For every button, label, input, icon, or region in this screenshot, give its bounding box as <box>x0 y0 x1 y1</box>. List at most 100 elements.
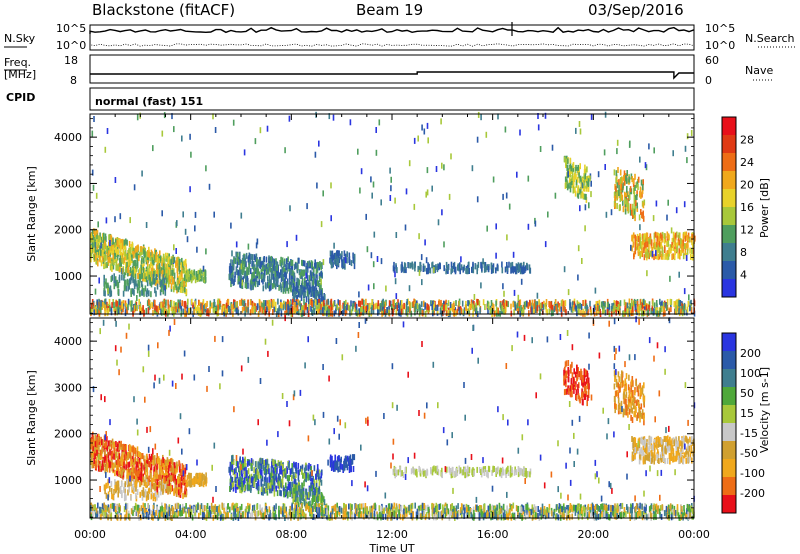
range-gate-cell <box>296 295 299 301</box>
range-gate-cell <box>583 193 586 200</box>
range-gate-cell <box>440 299 442 306</box>
range-gate-cell <box>201 302 203 309</box>
range-gate-cell <box>245 283 248 290</box>
range-gate-cell <box>637 243 639 250</box>
range-gate-cell <box>619 300 622 307</box>
range-gate-cell <box>631 245 633 252</box>
range-gate-cell <box>94 288 97 295</box>
range-gate-cell <box>312 281 315 288</box>
range-gate-cell <box>159 273 161 280</box>
range-gate-cell <box>280 261 283 268</box>
range-gate-cell <box>636 233 639 240</box>
range-gate-cell <box>105 457 108 464</box>
range-gate-cell <box>269 277 271 284</box>
range-gate-cell <box>120 481 123 488</box>
range-gate-cell <box>127 469 129 475</box>
range-gate-cell <box>634 242 637 249</box>
range-gate-cell <box>565 309 567 316</box>
range-gate-cell <box>90 437 92 444</box>
range-gate-cell <box>686 133 689 140</box>
range-gate-cell <box>266 300 268 307</box>
colorbar-tick-label: 24 <box>740 156 754 169</box>
range-gate-cell <box>160 286 163 293</box>
range-gate-cell <box>239 299 241 306</box>
range-gate-cell <box>146 255 148 262</box>
range-gate-cell <box>633 298 636 305</box>
range-gate-cell <box>332 114 335 121</box>
range-gate-cell <box>643 199 646 206</box>
range-gate-cell <box>189 133 191 140</box>
range-gate-cell <box>284 268 286 275</box>
range-gate-cell <box>392 309 394 316</box>
range-gate-cell <box>626 308 629 315</box>
range-gate-cell <box>266 306 268 313</box>
range-gate-cell <box>157 265 159 271</box>
range-gate-cell <box>671 242 673 248</box>
range-gate-cell <box>147 256 149 263</box>
range-gate-cell <box>106 128 109 134</box>
range-gate-cell <box>463 264 465 271</box>
range-gate-cell <box>632 203 634 210</box>
range-gate-cell <box>575 127 577 134</box>
range-gate-cell <box>217 310 219 317</box>
range-gate-cell <box>371 299 373 306</box>
range-gate-cell <box>445 268 447 275</box>
range-gate-cell <box>285 264 287 271</box>
range-gate-cell <box>151 477 154 484</box>
range-gate-cell <box>178 280 180 287</box>
range-gate-cell <box>256 270 258 277</box>
range-gate-cell <box>295 286 298 293</box>
range-gate-cell <box>310 291 312 297</box>
range-gate-cell <box>316 261 319 268</box>
range-gate-cell <box>189 186 191 193</box>
range-gate-cell <box>157 265 160 272</box>
range-gate-cell <box>629 186 632 193</box>
range-gate-cell <box>125 238 127 245</box>
range-gate-cell <box>158 277 161 284</box>
range-gate-cell <box>184 485 187 492</box>
range-gate-cell <box>670 227 673 234</box>
range-gate-cell <box>471 266 473 273</box>
range-gate-cell <box>318 272 321 279</box>
range-gate-cell <box>191 479 194 486</box>
range-gate-cell <box>251 307 253 314</box>
range-gate-cell <box>639 191 641 198</box>
range-gate-cell <box>170 475 172 482</box>
range-gate-cell <box>278 307 280 314</box>
range-gate-cell <box>244 282 247 288</box>
range-gate-cell <box>521 308 524 315</box>
range-gate-cell <box>281 269 284 276</box>
range-gate-cell <box>136 305 138 312</box>
range-gate-cell <box>643 254 646 261</box>
range-gate-cell <box>159 281 162 288</box>
range-gate-cell <box>144 285 147 292</box>
range-gate-cell <box>614 196 616 202</box>
range-gate-cell <box>104 262 107 269</box>
range-gate-cell <box>261 260 263 267</box>
range-gate-cell <box>136 451 139 458</box>
range-gate-cell <box>358 300 360 307</box>
range-gate-cell <box>182 267 184 274</box>
range-gate-cell <box>561 299 564 306</box>
range-gate-cell <box>281 257 284 264</box>
range-gate-cell <box>305 265 308 272</box>
range-gate-cell <box>578 166 580 173</box>
range-gate-cell <box>442 303 444 310</box>
range-gate-cell <box>262 285 265 292</box>
range-gate-cell <box>479 307 481 314</box>
range-gate-cell <box>619 196 622 202</box>
range-gate-cell <box>648 143 650 150</box>
range-gate-cell <box>131 254 133 261</box>
range-gate-cell <box>127 259 129 266</box>
range-gate-cell <box>668 250 671 257</box>
range-gate-cell <box>315 268 318 274</box>
range-gate-cell <box>326 299 328 306</box>
range-gate-cell <box>271 256 273 263</box>
range-gate-cell <box>512 251 515 258</box>
range-gate-cell <box>456 308 458 315</box>
range-gate-cell <box>632 300 635 307</box>
range-gate-cell <box>161 269 164 276</box>
range-gate-cell <box>582 308 584 315</box>
range-gate-cell <box>513 309 515 316</box>
